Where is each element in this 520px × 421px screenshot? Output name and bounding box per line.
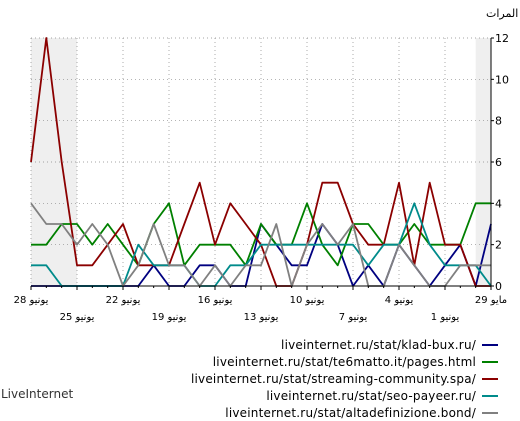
x-tick-label: 1 يونيو xyxy=(431,312,460,323)
legend-label: liveinternet.ru/stat/streaming-community… xyxy=(190,371,476,386)
y-tick-label: 8 xyxy=(495,115,502,128)
legend-label: liveinternet.ru/stat/altadefinizione.bon… xyxy=(225,405,476,420)
line-chart: 0 2 4 6 8 10 12 29 مايو 1 يونيو 4 يونيو 7 يونيو 10 … xyxy=(14,7,519,323)
x-tick-label: 13 يونيو xyxy=(244,312,279,323)
x-tick-label: 10 يونيو xyxy=(290,295,325,306)
legend-item: liveinternet.ru/stat/klad-bux.ru/ xyxy=(191,336,498,353)
footer-brand: LiveInternet xyxy=(1,387,74,401)
x-tick-label: 22 يونيو xyxy=(106,295,141,306)
series-line xyxy=(31,202,491,267)
y-tick-label: 10 xyxy=(495,73,509,86)
x-tick-label: 7 يونيو xyxy=(339,312,368,323)
shaded-region xyxy=(31,38,77,286)
legend-swatch xyxy=(482,377,498,380)
legend-swatch xyxy=(482,411,498,414)
legend-label: liveinternet.ru/stat/klad-bux.ru/ xyxy=(281,337,476,352)
x-tick-label: 25 يونيو xyxy=(60,312,95,323)
y-tick-label: 2 xyxy=(495,239,502,252)
series-line xyxy=(30,202,491,287)
legend-swatch xyxy=(482,360,498,363)
y-tick-label: 6 xyxy=(495,156,502,169)
y-axis-title: المرات xyxy=(486,7,518,20)
legend-label: liveinternet.ru/stat/te6matto.it/pages.h… xyxy=(212,354,476,369)
x-tick-label: 29 مايو xyxy=(475,295,507,306)
legend-swatch xyxy=(482,394,498,397)
legend-item: liveinternet.ru/stat/seo-payeer.ru/ xyxy=(191,387,498,404)
x-tick-label: 19 يونيو xyxy=(152,312,187,323)
y-tick-label: 0 xyxy=(495,280,502,293)
legend-label: liveinternet.ru/stat/seo-payeer.ru/ xyxy=(266,388,476,403)
x-tick-label: 16 يونيو xyxy=(198,295,233,306)
legend-item: liveinternet.ru/stat/te6matto.it/pages.h… xyxy=(191,353,498,370)
chart-legend: liveinternet.ru/stat/klad-bux.ru/ livein… xyxy=(191,336,498,421)
x-tick-label: 28 يونيو xyxy=(14,295,49,306)
series-line xyxy=(31,202,492,287)
y-tick-label: 4 xyxy=(495,197,502,210)
legend-item: liveinternet.ru/stat/streaming-community… xyxy=(191,370,498,387)
legend-item: liveinternet.ru/stat/altadefinizione.bon… xyxy=(191,404,498,421)
x-tick-label: 4 يونيو xyxy=(385,295,414,306)
y-tick-label: 12 xyxy=(495,32,509,45)
legend-swatch xyxy=(482,343,498,346)
